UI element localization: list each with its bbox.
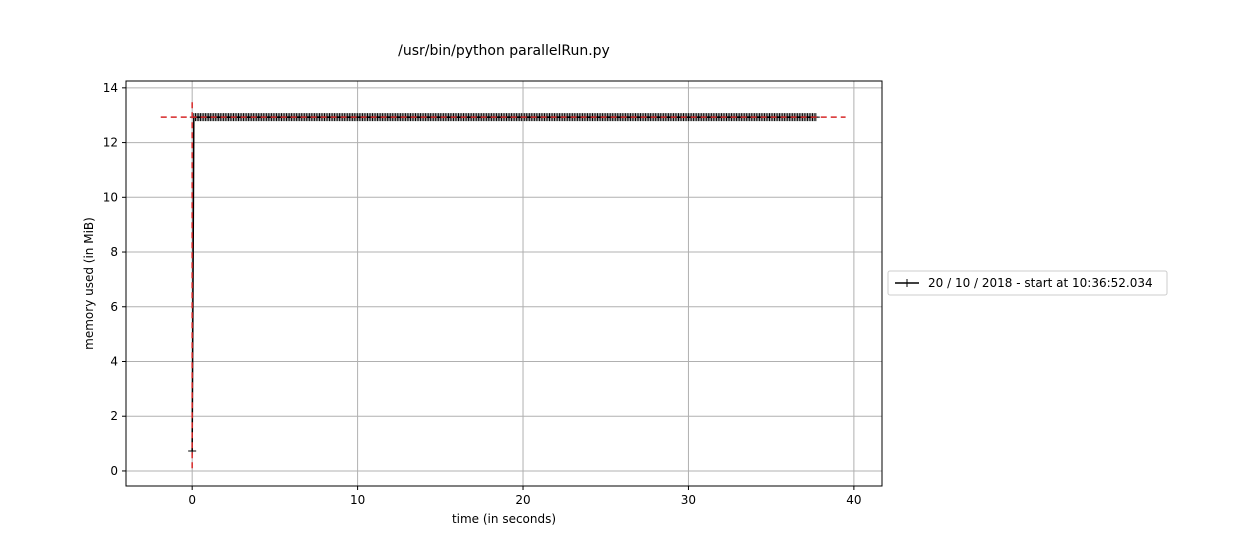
x-tick-label: 0	[188, 493, 196, 507]
x-axis-label: time (in seconds)	[452, 512, 556, 526]
x-tick-label: 20	[515, 493, 530, 507]
x-tick-label: 10	[350, 493, 365, 507]
series-markers	[188, 113, 820, 455]
legend-label: 20 / 10 / 2018 - start at 10:36:52.034	[928, 276, 1153, 290]
grid	[126, 81, 882, 486]
x-tick-label: 30	[681, 493, 696, 507]
y-tick-label: 4	[110, 354, 118, 368]
plot-area	[160, 98, 846, 469]
y-axis-label: memory used (in MiB)	[82, 217, 96, 350]
legend-box	[887, 270, 1168, 296]
y-tick-label: 8	[110, 245, 118, 259]
y-tick-label: 10	[103, 190, 118, 204]
legend-marker-icon	[903, 279, 911, 287]
y-tick-label: 2	[110, 409, 118, 423]
y-tick-label: 0	[110, 464, 118, 478]
series-line	[191, 116, 816, 451]
legend: 20 / 10 / 2018 - start at 10:36:52.034	[887, 270, 1168, 296]
chart-title: /usr/bin/python parallelRun.py	[398, 43, 610, 59]
plot-frame	[125, 80, 883, 487]
y-tick-label: 6	[110, 300, 118, 314]
y-tick-label: 12	[103, 136, 118, 150]
y-tick-label: 14	[103, 81, 118, 95]
axis-ticks: 0 10 20 30 40 0 2 4 6 8 10 12 14	[103, 81, 862, 507]
x-tick-label: 40	[846, 493, 861, 507]
